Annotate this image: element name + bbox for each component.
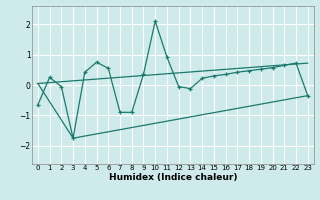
X-axis label: Humidex (Indice chaleur): Humidex (Indice chaleur) <box>108 173 237 182</box>
